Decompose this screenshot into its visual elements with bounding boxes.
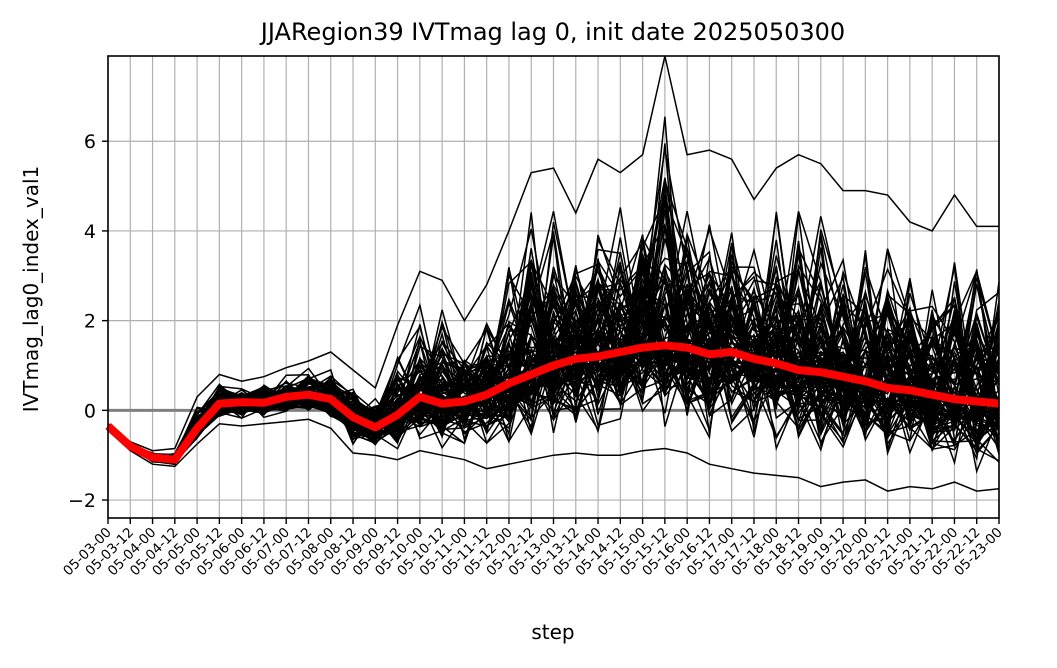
y-tick-label: 4 (84, 221, 96, 243)
ensemble-member-line (107, 55, 999, 452)
x-ticks: 05-03-0005-03-1205-04-0005-04-1205-05-00… (60, 518, 1006, 579)
ensemble-member-line (107, 418, 1000, 492)
x-axis-label: step (531, 620, 574, 644)
y-tick-label: −2 (68, 490, 96, 512)
ensemble-member-line (107, 248, 1000, 460)
y-tick-label: 0 (84, 400, 96, 422)
ensemble-member-line (107, 279, 1000, 460)
y-tick-label: 2 (84, 311, 96, 333)
ensemble-member-line (107, 259, 1000, 460)
y-axis-label: IVTmag_lag0_index_val1 (19, 166, 43, 413)
y-ticks: −2 0 2 4 6 (68, 131, 108, 512)
ensemble-member-line (107, 320, 1000, 457)
ensemble-mean-line (105, 341, 1000, 464)
chart-title: JJARegion39 IVTmag lag 0, init date 2025… (259, 18, 845, 46)
y-tick-label: 6 (84, 131, 96, 153)
ensemble-mean-layer (105, 341, 1000, 464)
